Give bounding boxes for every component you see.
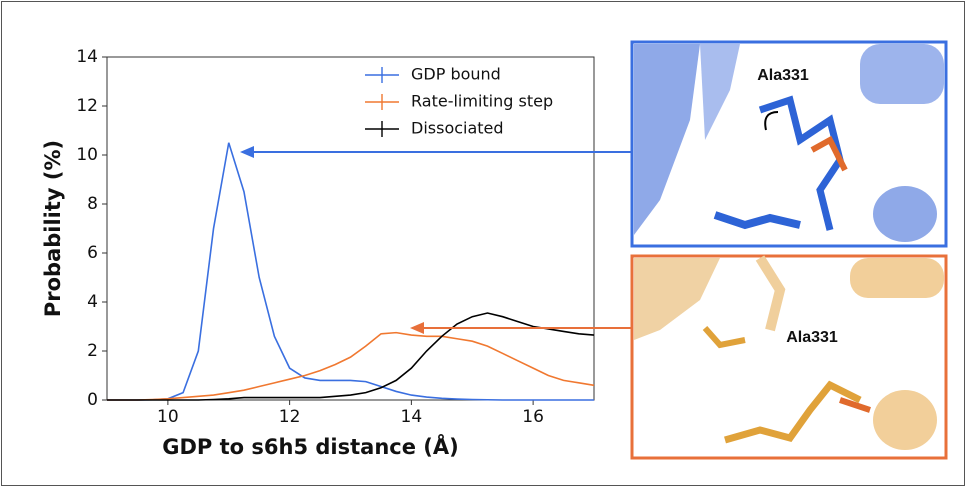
- x-tick-label: 12: [279, 407, 301, 427]
- y-tick-label: 0: [87, 390, 98, 410]
- ligand: [758, 95, 844, 231]
- ribbon: [700, 44, 740, 140]
- panel-label: Ala331: [757, 67, 809, 84]
- y-axis-title: Probability (%): [41, 140, 65, 317]
- x-tick-label: 10: [157, 407, 179, 427]
- x-axis-title: GDP to s6h5 distance (Å): [162, 434, 458, 459]
- helix: [873, 390, 937, 450]
- legend-label: Dissociated: [411, 119, 504, 138]
- series-line: [107, 142, 594, 401]
- series-line: [107, 331, 595, 401]
- ligand: [713, 211, 801, 230]
- arrowhead: [240, 146, 254, 158]
- structure-panel-bottom: Ala331: [630, 254, 948, 460]
- x-tick-label: 16: [522, 407, 544, 427]
- phosphate: [839, 397, 871, 413]
- x-tick-label: 14: [401, 407, 423, 427]
- chart: 0 2 4 6 8 10 12 14 10 12 14 16 GDP to s6h5 distance …: [41, 47, 595, 459]
- loop: [755, 255, 786, 332]
- y-tick-label: 12: [76, 96, 98, 116]
- phosphate: [810, 135, 848, 172]
- series-line: [107, 312, 595, 401]
- plot-area: [106, 56, 595, 401]
- y-tick-label: 10: [76, 145, 98, 165]
- structure-panel-top: Ala331: [630, 40, 948, 248]
- y-tick-label: 14: [76, 47, 98, 67]
- y-tick-label: 8: [87, 194, 98, 214]
- ligand: [724, 380, 862, 444]
- arrowhead: [410, 322, 424, 334]
- helix: [873, 186, 937, 242]
- y-tick-label: 6: [87, 243, 98, 263]
- y-tick-label: 2: [87, 341, 98, 361]
- legend-label: GDP bound: [411, 65, 501, 84]
- residue: [702, 326, 746, 349]
- y-tick-label: 4: [87, 292, 98, 312]
- arrow: [764, 111, 779, 131]
- legend-label: Rate-limiting step: [411, 92, 553, 111]
- helix: [860, 44, 944, 104]
- ribbon: [634, 258, 720, 340]
- helix: [850, 258, 944, 298]
- panel-label: Ala331: [786, 329, 838, 346]
- ribbon: [634, 44, 700, 235]
